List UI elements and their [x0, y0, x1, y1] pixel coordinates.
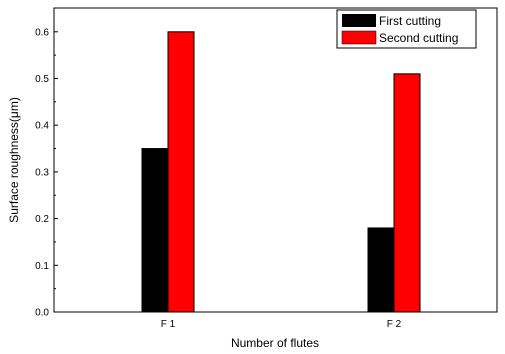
bar-first-cutting-1: [141, 148, 169, 313]
y-tick-label: 0.2: [35, 214, 49, 225]
legend: First cutting Second cutting: [336, 9, 477, 49]
bar-second-cutting-2: [393, 73, 421, 313]
y-tick-label: 0.4: [35, 121, 49, 132]
plot-frame: [53, 7, 498, 313]
x-axis: F 1 F 2: [161, 308, 402, 330]
x-tick-label: F 1: [161, 319, 176, 330]
bars-group: [141, 31, 421, 313]
legend-label-first-cutting: First cutting: [379, 14, 441, 28]
bar-first-cutting-2: [367, 227, 395, 313]
legend-label-second-cutting: Second cutting: [379, 31, 458, 45]
y-axis-title: Surface roughness(μm): [7, 97, 21, 223]
legend-swatch-first-cutting: [342, 14, 376, 27]
y-tick-label: 0.5: [35, 74, 49, 85]
y-tick-label: 0.3: [35, 167, 49, 178]
x-axis-title: Number of flutes: [231, 336, 319, 350]
x-tick-label: F 2: [387, 319, 402, 330]
y-tick-label: 0.6: [35, 27, 49, 38]
y-tick-label: 0.0: [35, 308, 49, 319]
bar-second-cutting-1: [167, 31, 195, 313]
y-tick-label: 0.1: [35, 261, 49, 272]
y-axis: 0.0 0.1 0.2 0.3 0.4 0.5 0.6: [35, 27, 58, 319]
legend-swatch-second-cutting: [341, 30, 377, 45]
